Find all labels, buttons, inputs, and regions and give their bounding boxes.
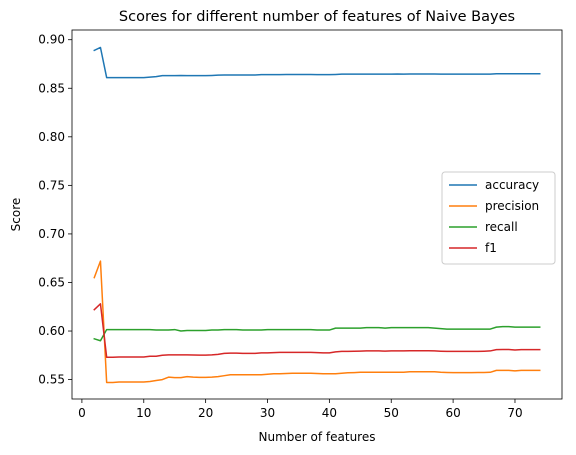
legend-label-precision: precision [485, 199, 539, 213]
y-tick-label: 0.65 [38, 275, 65, 289]
x-tick-label: 40 [322, 406, 337, 420]
y-tick-label: 0.80 [38, 130, 65, 144]
x-tick-label: 70 [507, 406, 522, 420]
y-axis-label: Score [9, 198, 23, 232]
legend-label-accuracy: accuracy [485, 178, 539, 192]
y-tick-label: 0.55 [38, 373, 65, 387]
legend-label-f1: f1 [485, 241, 497, 255]
legend-label-recall: recall [485, 220, 518, 234]
plot-frame [71, 29, 563, 400]
x-tick-label: 0 [78, 406, 86, 420]
series-line-precision [93, 260, 541, 384]
y-tick-label: 0.85 [38, 81, 65, 95]
y-tick-label: 0.70 [38, 227, 65, 241]
legend-box [441, 171, 556, 265]
x-tick-label: 30 [260, 406, 275, 420]
y-tick-label: 0.90 [38, 33, 65, 47]
x-tick-label: 50 [384, 406, 399, 420]
series-line-f1 [93, 303, 541, 358]
x-tick-label: 20 [198, 406, 213, 420]
y-tick-label: 0.60 [38, 324, 65, 338]
plot-lines [93, 46, 541, 384]
x-axis-label: Number of features [259, 430, 376, 444]
chart-title: Scores for different number of features … [119, 9, 515, 25]
legend: accuracy precision recall f1 [441, 171, 556, 265]
x-axis: 0 10 20 30 40 50 60 70 [78, 399, 523, 420]
series-line-recall [93, 325, 541, 342]
x-tick-label: 10 [136, 406, 151, 420]
x-tick-label: 60 [445, 406, 460, 420]
series-line-accuracy [93, 46, 541, 79]
y-axis: 0.55 0.60 0.65 0.70 0.75 0.80 0.85 0.90 [38, 33, 72, 387]
y-tick-label: 0.75 [38, 178, 65, 192]
